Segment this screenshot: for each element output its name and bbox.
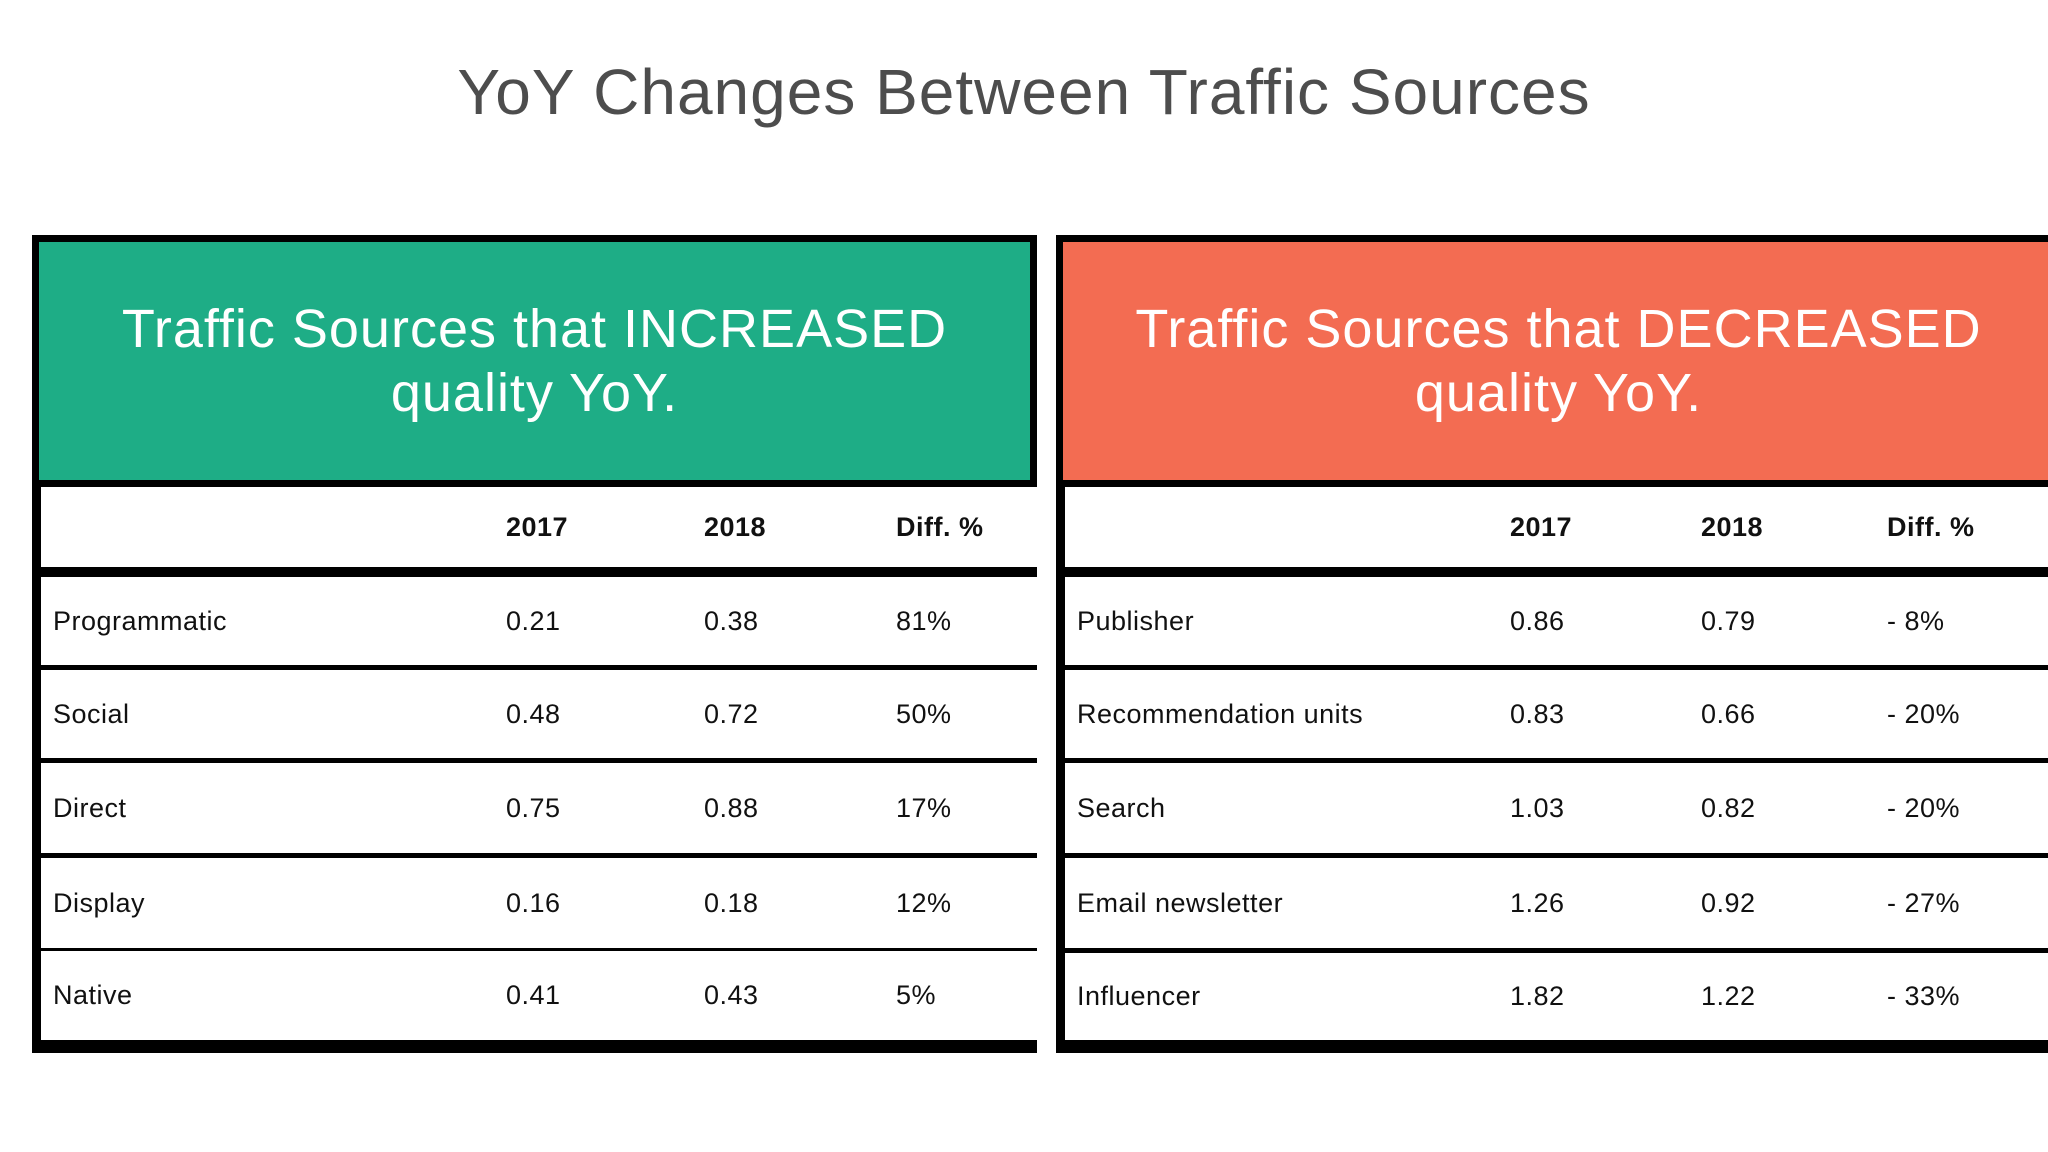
row-divider bbox=[41, 948, 1037, 951]
column-header-2017: 2017 bbox=[1510, 511, 1573, 542]
column-header-diff: Diff. % bbox=[896, 511, 984, 542]
row-2017-value: 0.83 bbox=[1510, 698, 1565, 729]
decreased-header-line2: quality YoY. bbox=[1414, 363, 1703, 423]
table-row: Social 0.48 0.72 50% bbox=[41, 670, 1037, 758]
decreased-table: 2017 2018 Diff. % Publisher 0.86 0.79 - … bbox=[1056, 487, 2048, 1053]
table-row: Email newsletter 1.26 0.92 - 27% bbox=[1065, 858, 2048, 948]
row-2017-value: 0.86 bbox=[1510, 605, 1565, 636]
table-row: Programmatic 0.21 0.38 81% bbox=[41, 577, 1037, 665]
row-divider bbox=[41, 665, 1037, 670]
row-diff-value: 5% bbox=[896, 980, 937, 1010]
increased-header-line1: Traffic Sources that INCREASED bbox=[121, 299, 948, 359]
table-header-row: 2017 2018 Diff. % bbox=[1065, 487, 2048, 567]
row-2017-value: 0.41 bbox=[506, 980, 561, 1010]
table-row: Direct 0.75 0.88 17% bbox=[41, 763, 1037, 853]
row-2018-value: 0.79 bbox=[1701, 605, 1756, 636]
row-name: Social bbox=[53, 698, 130, 729]
row-2018-value: 0.18 bbox=[704, 887, 759, 918]
table-row: Native 0.41 0.43 5% bbox=[41, 951, 1037, 1040]
column-header-2018: 2018 bbox=[704, 511, 767, 542]
row-name: Direct bbox=[53, 792, 127, 823]
row-diff-value: 12% bbox=[896, 887, 952, 918]
row-2017-value: 0.48 bbox=[506, 698, 561, 729]
row-name: Email newsletter bbox=[1077, 887, 1284, 918]
row-diff-value: - 27% bbox=[1887, 887, 1961, 918]
page-title: YoY Changes Between Traffic Sources bbox=[457, 56, 1591, 128]
table-row: Display 0.16 0.18 12% bbox=[41, 858, 1037, 948]
row-2018-value: 0.38 bbox=[704, 605, 759, 636]
decreased-header-line1: Traffic Sources that DECREASED bbox=[1135, 299, 1982, 359]
row-2017-value: 1.03 bbox=[1510, 792, 1565, 823]
table-row: Influencer 1.82 1.22 - 33% bbox=[1065, 953, 2048, 1040]
column-header-2018: 2018 bbox=[1701, 511, 1764, 542]
row-2018-value: 0.82 bbox=[1701, 792, 1756, 823]
decreased-panel: Traffic Sources that DECREASED quality Y… bbox=[1056, 235, 2048, 1053]
table-row: Recommendation units 0.83 0.66 - 20% bbox=[1065, 670, 2048, 758]
row-diff-value: - 20% bbox=[1887, 792, 1961, 823]
table-row: Search 1.03 0.82 - 20% bbox=[1065, 763, 2048, 853]
row-name: Native bbox=[53, 980, 133, 1010]
row-diff-value: - 8% bbox=[1887, 605, 1945, 636]
row-2017-value: 0.16 bbox=[506, 887, 561, 918]
row-name: Display bbox=[53, 887, 146, 918]
row-name: Recommendation units bbox=[1077, 698, 1364, 729]
row-2018-value: 1.22 bbox=[1701, 981, 1756, 1011]
row-diff-value: 17% bbox=[896, 792, 952, 823]
row-name: Publisher bbox=[1077, 605, 1195, 636]
row-name: Search bbox=[1077, 792, 1166, 823]
row-2018-value: 0.72 bbox=[704, 698, 759, 729]
increased-panel: Traffic Sources that INCREASED quality Y… bbox=[32, 235, 1037, 1053]
row-divider bbox=[41, 853, 1037, 858]
row-2017-value: 0.21 bbox=[506, 605, 561, 636]
row-2018-value: 0.92 bbox=[1701, 887, 1756, 918]
increased-header-line2: quality YoY. bbox=[390, 363, 679, 423]
row-divider bbox=[41, 758, 1037, 763]
row-diff-value: - 20% bbox=[1887, 698, 1961, 729]
increased-header: Traffic Sources that INCREASED quality Y… bbox=[32, 235, 1037, 487]
header-divider bbox=[41, 567, 1037, 577]
row-2017-value: 0.75 bbox=[506, 792, 561, 823]
row-divider bbox=[1065, 758, 2048, 763]
row-diff-value: 81% bbox=[896, 605, 952, 636]
row-2018-value: 0.88 bbox=[704, 792, 759, 823]
row-divider bbox=[1065, 853, 2048, 858]
row-diff-value: - 33% bbox=[1887, 981, 1961, 1011]
column-header-2017: 2017 bbox=[506, 511, 569, 542]
row-divider bbox=[1065, 948, 2048, 953]
row-2017-value: 1.82 bbox=[1510, 981, 1565, 1011]
header-divider bbox=[1065, 567, 2048, 577]
row-2018-value: 0.66 bbox=[1701, 698, 1756, 729]
row-2018-value: 0.43 bbox=[704, 980, 759, 1010]
column-header-diff: Diff. % bbox=[1887, 511, 1975, 542]
row-2017-value: 1.26 bbox=[1510, 887, 1565, 918]
row-name: Programmatic bbox=[53, 605, 228, 636]
row-name: Influencer bbox=[1077, 981, 1201, 1011]
table-row: Publisher 0.86 0.79 - 8% bbox=[1065, 577, 2048, 665]
decreased-header: Traffic Sources that DECREASED quality Y… bbox=[1056, 235, 2048, 487]
increased-table: 2017 2018 Diff. % Programmatic 0.21 0.38… bbox=[32, 487, 1037, 1053]
row-divider bbox=[1065, 665, 2048, 670]
row-diff-value: 50% bbox=[896, 698, 952, 729]
table-header-row: 2017 2018 Diff. % bbox=[41, 487, 1037, 567]
